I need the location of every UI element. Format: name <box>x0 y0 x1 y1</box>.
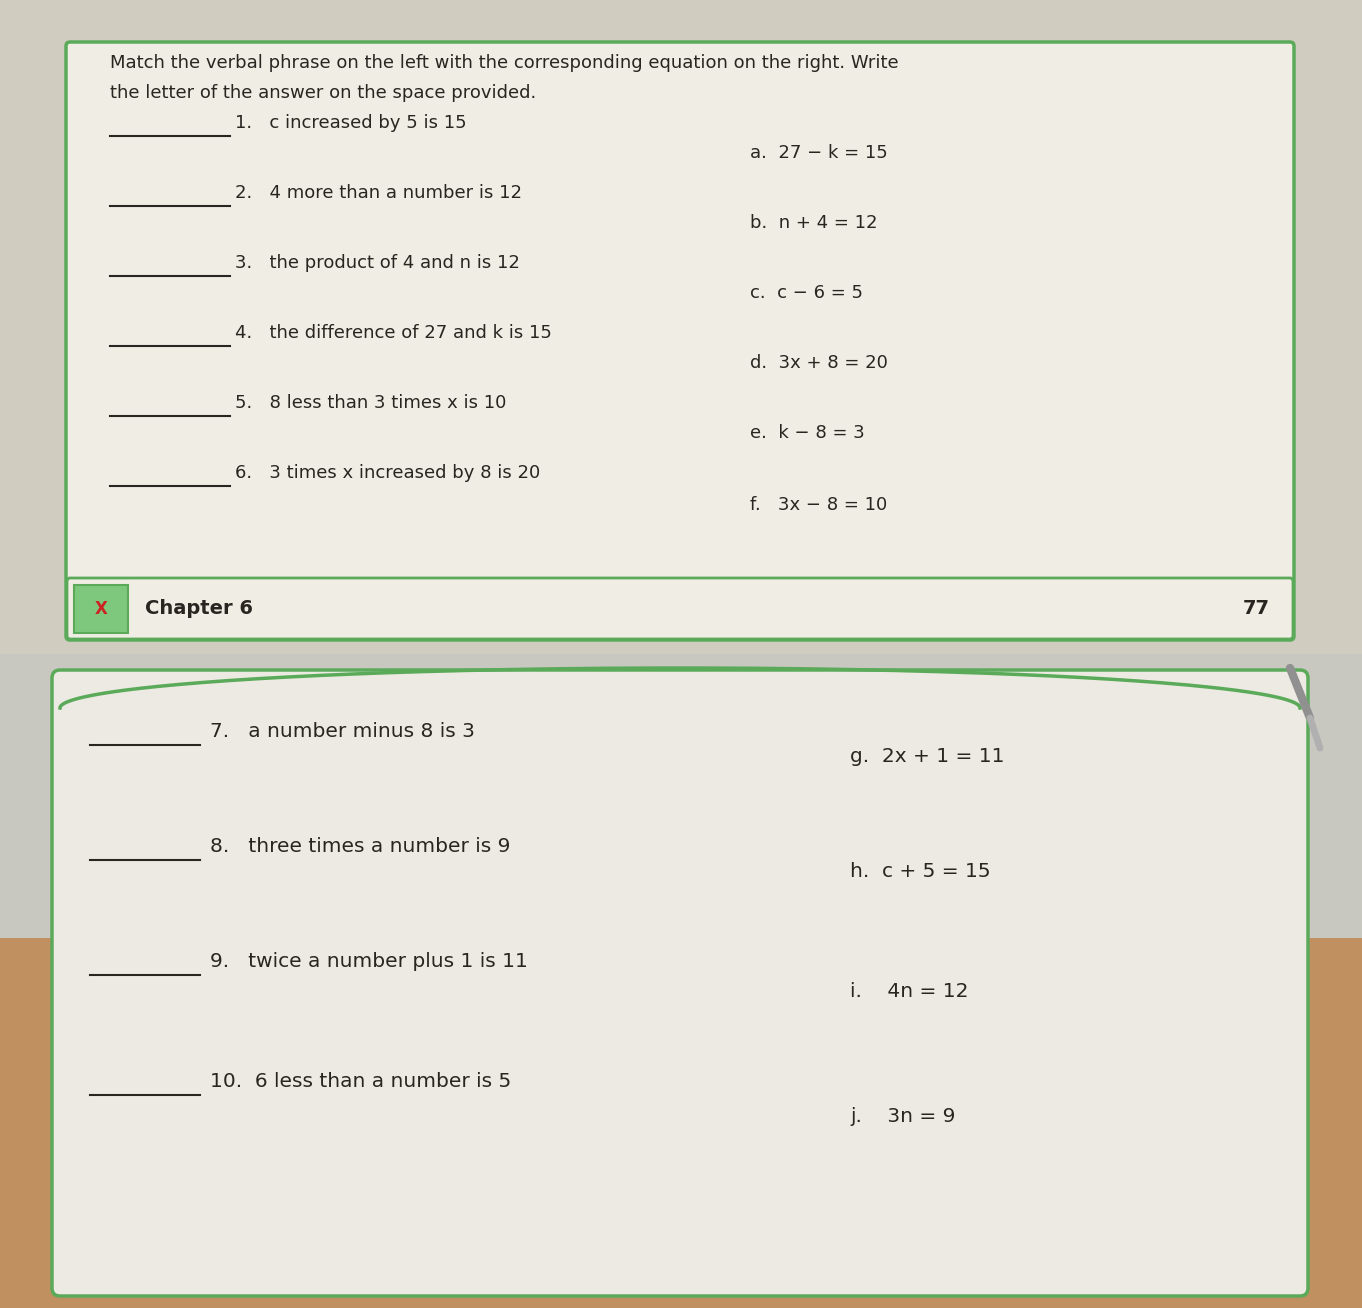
Bar <box>0 654 1362 938</box>
Text: e.  k − 8 = 3: e. k − 8 = 3 <box>750 424 865 442</box>
Text: the letter of the answer on the space provided.: the letter of the answer on the space pr… <box>110 84 537 102</box>
Text: 6.   3 times x increased by 8 is 20: 6. 3 times x increased by 8 is 20 <box>236 464 541 483</box>
Text: 3.   the product of 4 and n is 12: 3. the product of 4 and n is 12 <box>236 254 520 272</box>
Text: Match the verbal phrase on the left with the corresponding equation on the right: Match the verbal phrase on the left with… <box>110 54 899 72</box>
Text: f.   3x − 8 = 10: f. 3x − 8 = 10 <box>750 496 887 514</box>
Text: 2.   4 more than a number is 12: 2. 4 more than a number is 12 <box>236 184 522 201</box>
FancyBboxPatch shape <box>65 42 1294 640</box>
Text: c.  c − 6 = 5: c. c − 6 = 5 <box>750 284 864 302</box>
Text: 9.   twice a number plus 1 is 11: 9. twice a number plus 1 is 11 <box>210 952 528 971</box>
Text: 1.   c increased by 5 is 15: 1. c increased by 5 is 15 <box>236 114 467 132</box>
FancyBboxPatch shape <box>74 585 128 633</box>
Text: Chapter 6: Chapter 6 <box>144 599 253 619</box>
FancyBboxPatch shape <box>52 670 1308 1296</box>
Text: 5.   8 less than 3 times x is 10: 5. 8 less than 3 times x is 10 <box>236 394 507 412</box>
Text: j.    3n = 9: j. 3n = 9 <box>850 1107 955 1126</box>
Ellipse shape <box>150 683 1050 933</box>
Text: i.    4n = 12: i. 4n = 12 <box>850 982 968 1001</box>
Text: 7.   a number minus 8 is 3: 7. a number minus 8 is 3 <box>210 722 475 742</box>
Text: 8.   three times a number is 9: 8. three times a number is 9 <box>210 837 511 855</box>
Text: 77: 77 <box>1244 599 1269 619</box>
Text: a.  27 − k = 15: a. 27 − k = 15 <box>750 144 888 162</box>
Bar <box>0 938 1362 1308</box>
Text: b.  n + 4 = 12: b. n + 4 = 12 <box>750 215 877 232</box>
Text: h.  c + 5 = 15: h. c + 5 = 15 <box>850 862 990 882</box>
Text: 4.   the difference of 27 and k is 15: 4. the difference of 27 and k is 15 <box>236 324 552 341</box>
Text: 10.  6 less than a number is 5: 10. 6 less than a number is 5 <box>210 1073 511 1091</box>
Text: X: X <box>94 600 108 617</box>
Text: d.  3x + 8 = 20: d. 3x + 8 = 20 <box>750 354 888 371</box>
Text: g.  2x + 1 = 11: g. 2x + 1 = 11 <box>850 747 1005 766</box>
FancyBboxPatch shape <box>67 578 1293 640</box>
